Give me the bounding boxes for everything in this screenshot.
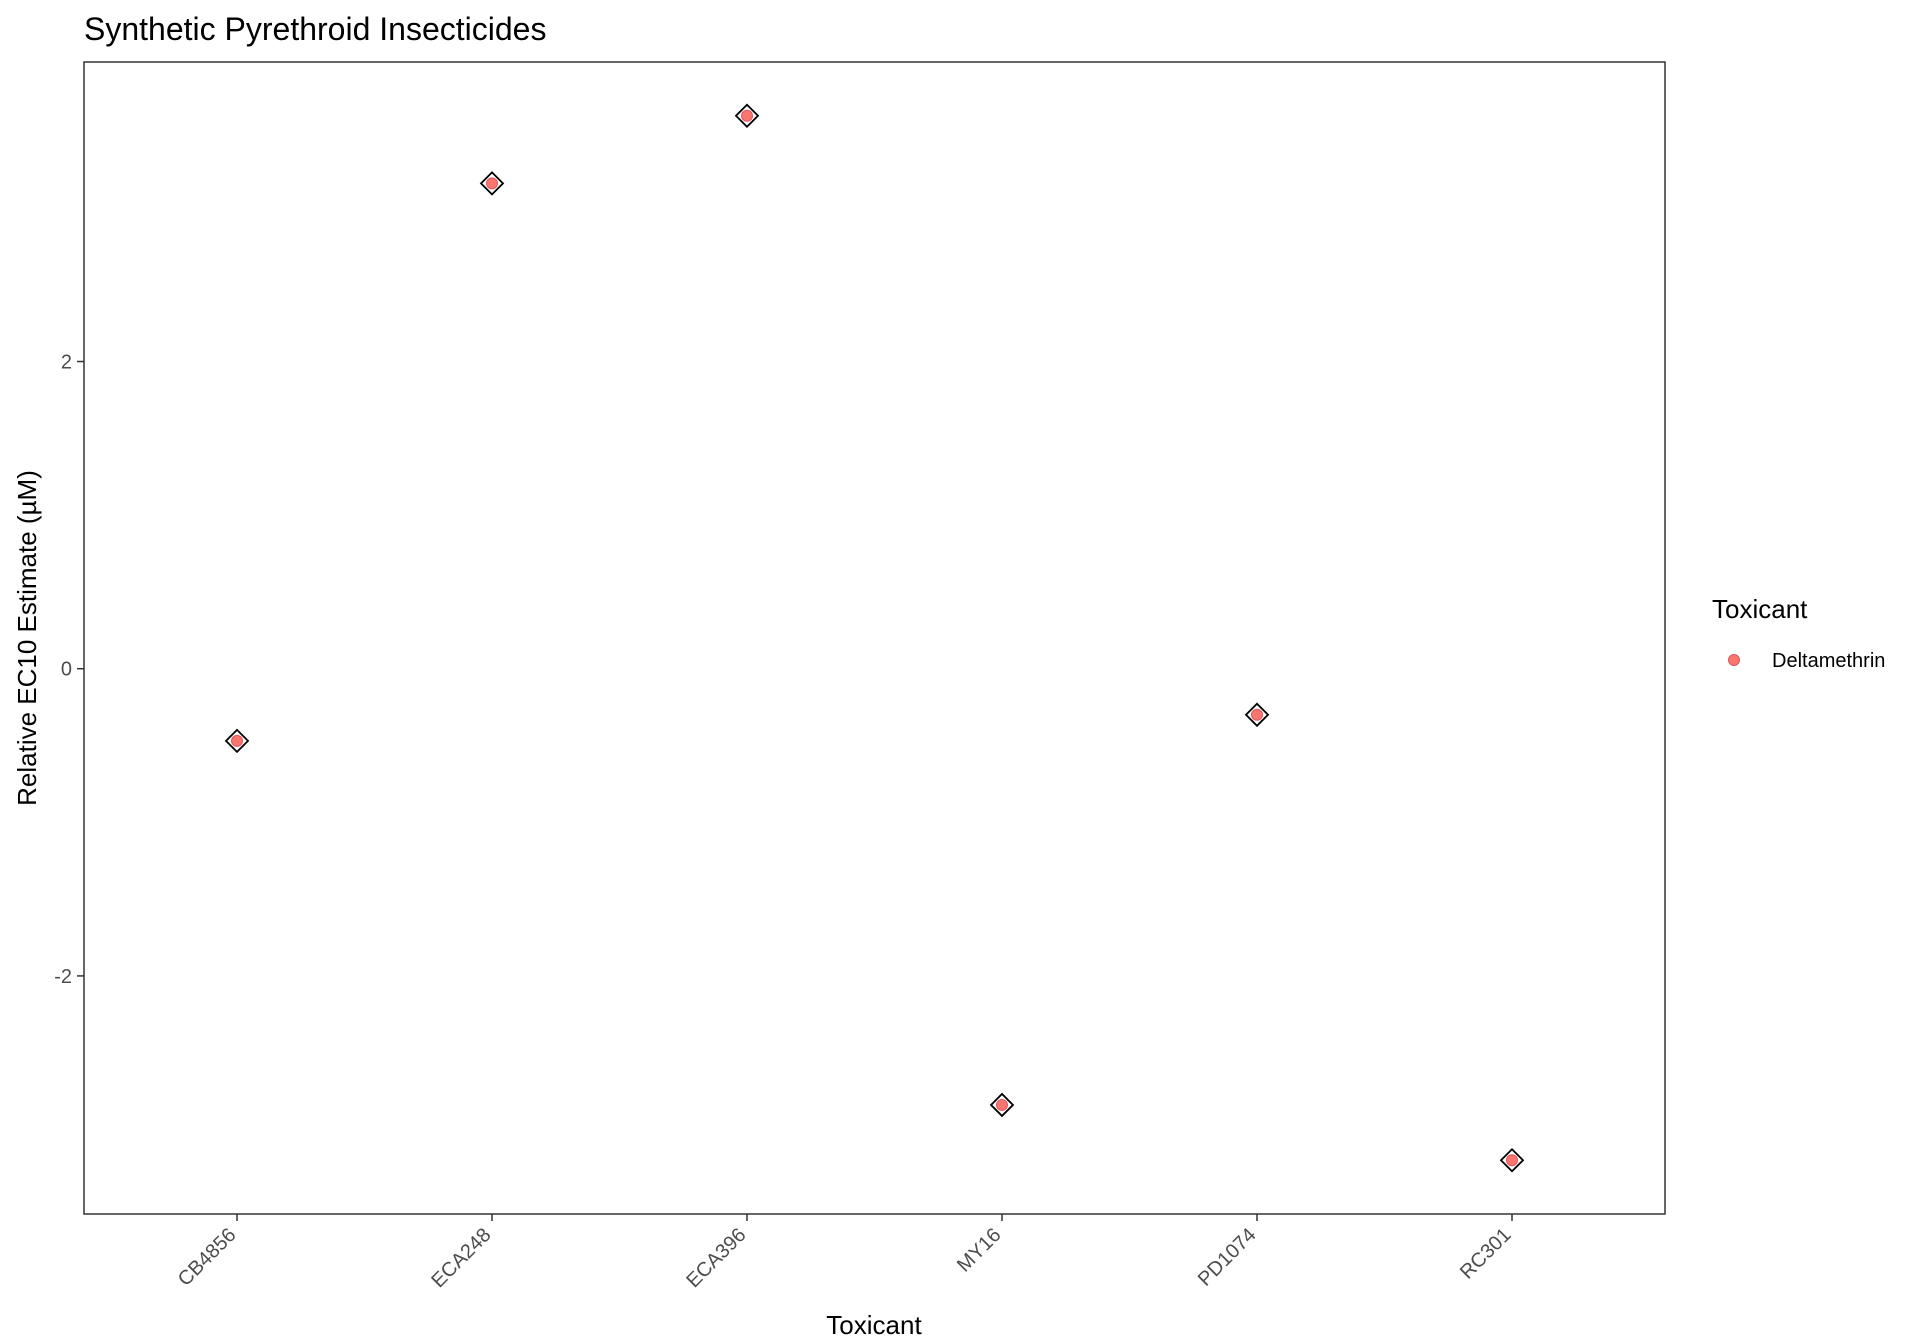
legend-title: Toxicant [1712,594,1808,624]
point-diamond-cb4856 [224,728,250,754]
point-diamond-rc301 [1499,1147,1525,1173]
x-axis: CB4856 ECA248 ECA396 MY16 PD1074 RC301 [174,1214,1516,1292]
plot-title: Synthetic Pyrethroid Insecticides [84,11,546,47]
point-deltamethrin-eca248 [486,177,498,190]
point-deltamethrin-my16 [996,1098,1008,1111]
legend: Toxicant Deltamethrin [1712,594,1885,672]
legend-label-deltamethrin: Deltamethrin [1772,650,1885,672]
y-axis-title: Relative EC10 Estimate (µM) [12,470,42,806]
point-deltamethrin-pd1074 [1251,708,1263,721]
point-diamond-eca396 [734,103,760,129]
y-axis: -2 0 2 [54,352,84,988]
x-tick-label: CB4856 [174,1224,241,1291]
x-tick-label: RC301 [1456,1224,1516,1284]
point-deltamethrin-eca396 [741,109,753,122]
legend-key-deltamethrin [1728,654,1740,666]
plot-panel [83,61,1666,1215]
y-tick-label: -2 [54,966,72,988]
point-deltamethrin-rc301 [1506,1154,1518,1167]
point-diamond-eca248 [479,171,505,196]
y-tick-label: 2 [61,352,72,374]
point-diamond-my16 [989,1092,1015,1118]
x-tick-label: ECA396 [682,1224,750,1292]
y-tick-label: 0 [61,659,72,681]
point-diamond-pd1074 [1244,702,1270,728]
x-axis-title: Toxicant [826,1310,922,1340]
x-tick-label: PD1074 [1194,1224,1261,1291]
x-tick-label: MY16 [953,1224,1006,1277]
x-tick-label: ECA248 [427,1224,495,1292]
data-points [224,103,1525,1173]
point-deltamethrin-cb4856 [231,734,243,747]
